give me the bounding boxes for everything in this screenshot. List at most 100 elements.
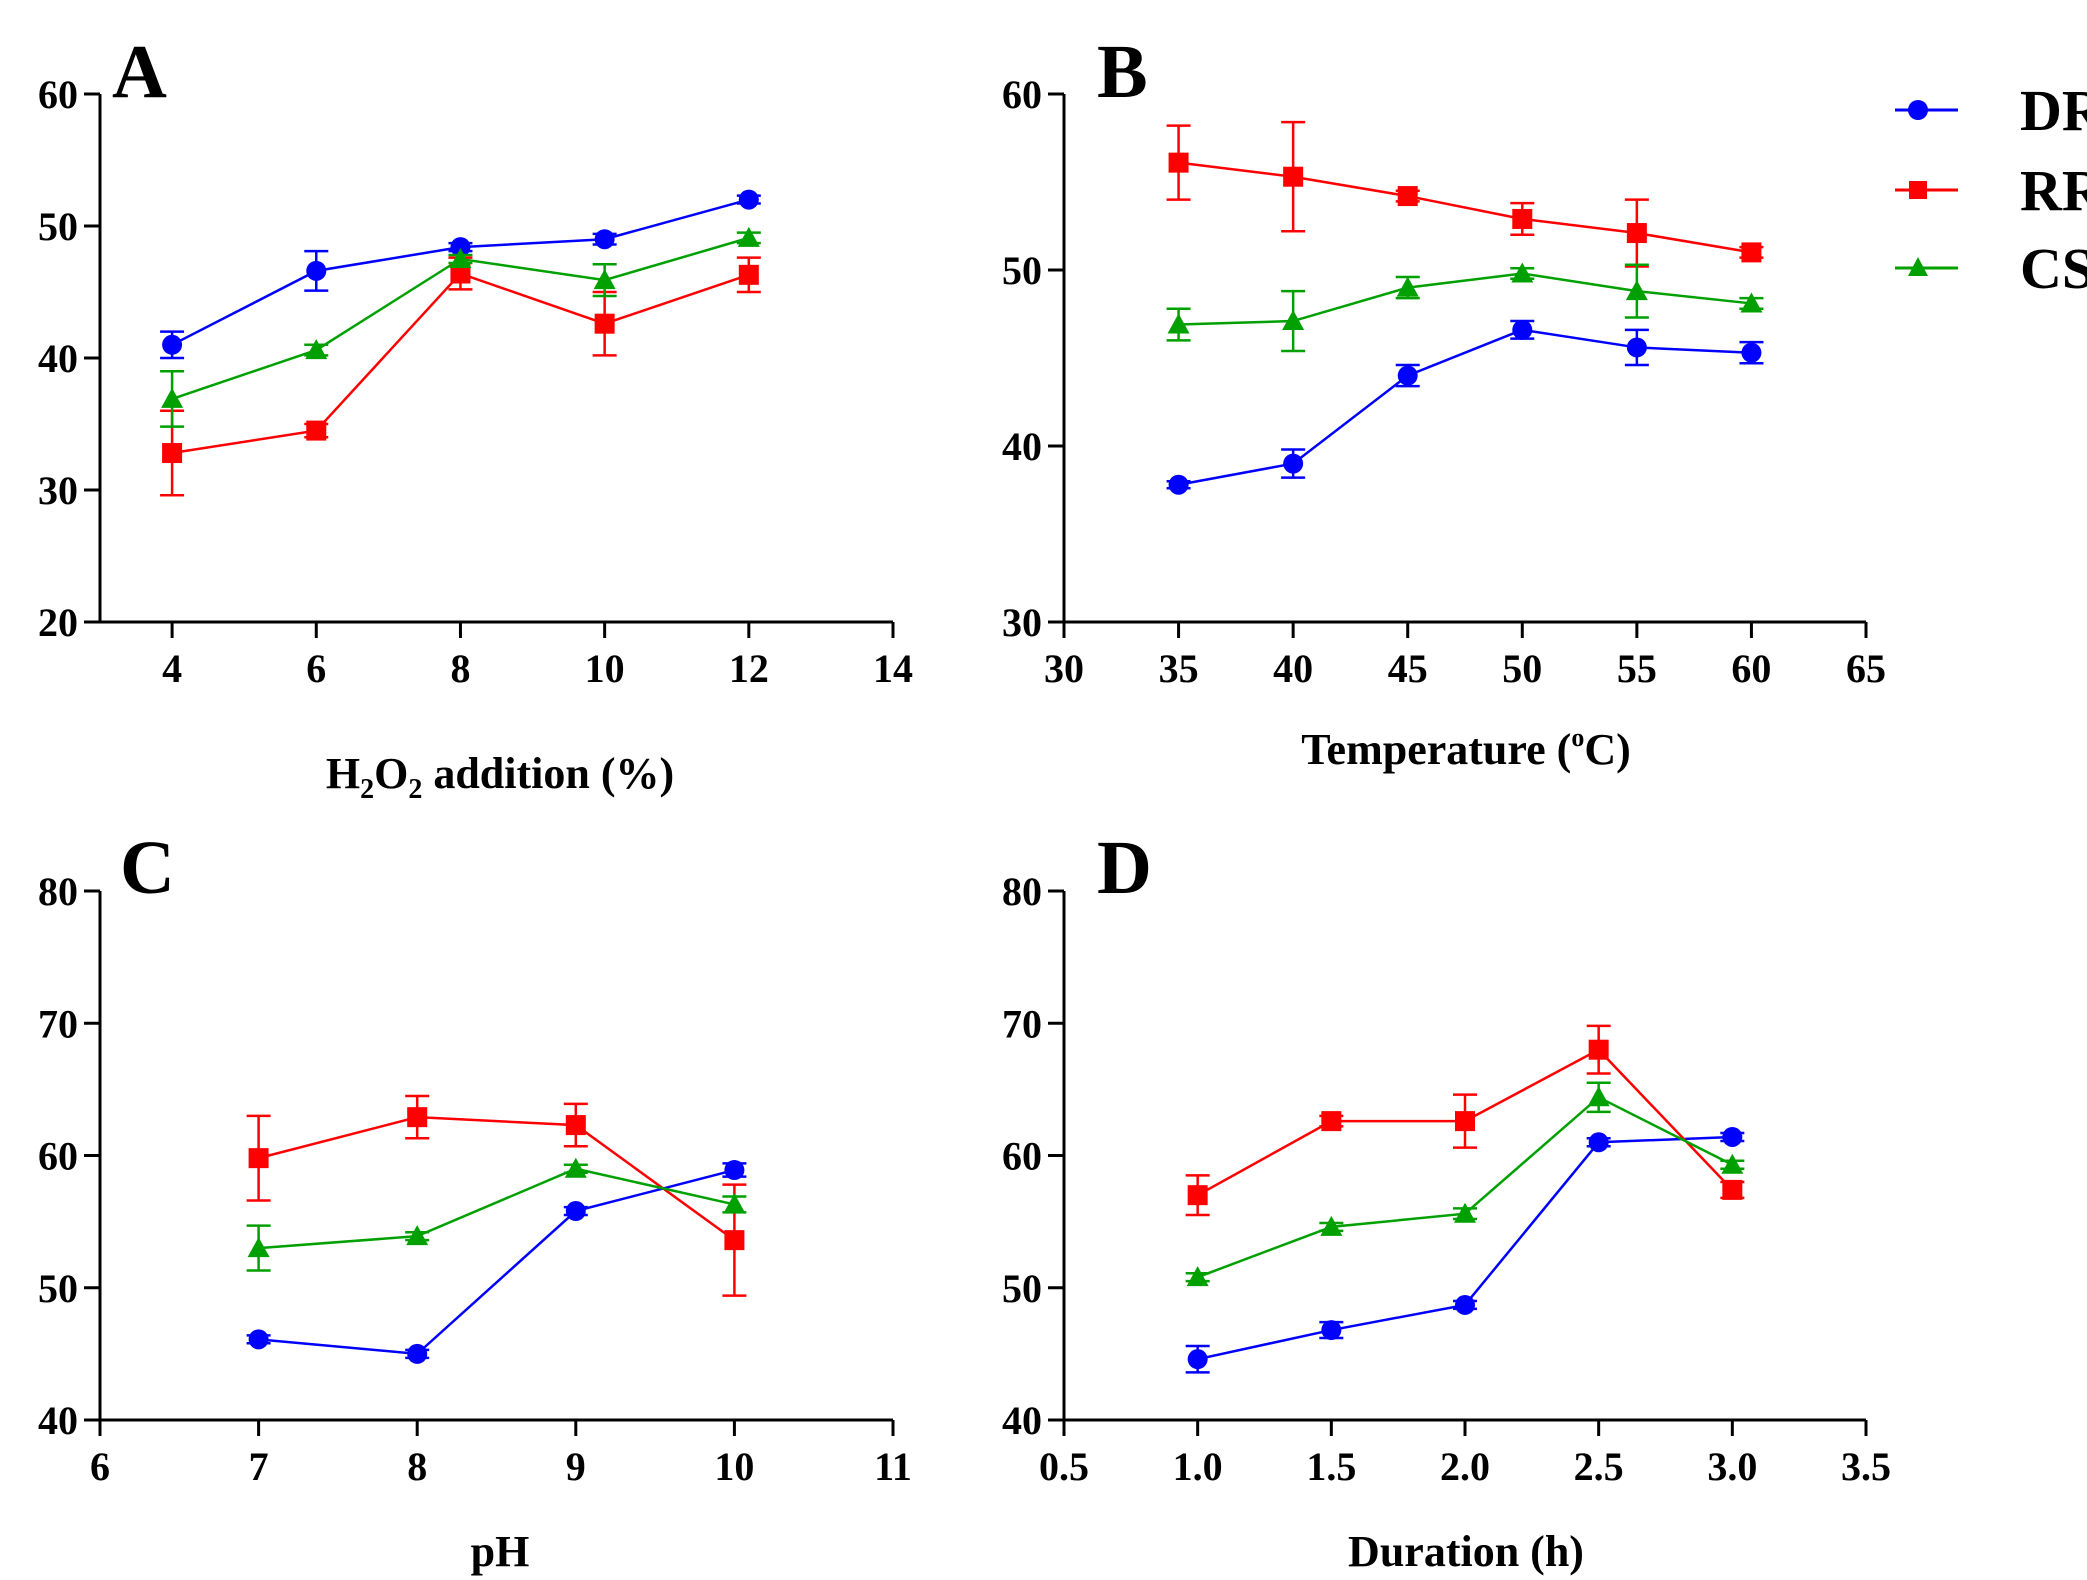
panel-a-dr-point bbox=[162, 334, 183, 355]
legend: DR RR CS bbox=[1895, 78, 2087, 301]
panel-b-cs-point bbox=[1396, 276, 1419, 297]
panel-c-rr-point bbox=[565, 1115, 586, 1136]
panel-c: C 40 50 60 70 80 6 7 8 9 10 11 pH bbox=[38, 826, 912, 1576]
panel-b-x-title-part: Temperature ( bbox=[1301, 725, 1571, 774]
panel-a-y-tick-label: 50 bbox=[38, 204, 78, 249]
panel-d-x-tick-label: 3.0 bbox=[1707, 1444, 1757, 1489]
panel-d-x-tick-label: 2.0 bbox=[1440, 1444, 1490, 1489]
panel-d-dr-point bbox=[1455, 1294, 1475, 1315]
panel-c-x-tick-label: 6 bbox=[90, 1444, 110, 1489]
panel-a-rr-point bbox=[162, 443, 183, 464]
panel-a-cs-point bbox=[737, 226, 760, 247]
panel-a-x-title-sub: 2 bbox=[360, 774, 374, 805]
panel-b-y-tick-label: 60 bbox=[1002, 72, 1042, 117]
legend-dr-marker bbox=[1908, 100, 1928, 120]
panel-b-dr-point bbox=[1397, 365, 1418, 386]
panel-a-x-title-part: H bbox=[326, 749, 360, 798]
panel-a-x-tick-label: 10 bbox=[585, 646, 625, 691]
panel-d-y-tick-label: 40 bbox=[1002, 1398, 1042, 1443]
panel-c-cs-point bbox=[406, 1225, 429, 1246]
panel-b-rr-point bbox=[1626, 223, 1647, 244]
panel-a-marks: 20 30 40 50 60 4 6 8 10 12 14 bbox=[38, 72, 913, 691]
panel-d-cs-point bbox=[1320, 1215, 1343, 1236]
panel-d-rr-point bbox=[1321, 1111, 1342, 1132]
panel-c-y-tick-label: 50 bbox=[38, 1266, 78, 1311]
panel-c-series-cs-line bbox=[258, 1167, 735, 1250]
panel-d-y-tick-label: 60 bbox=[1002, 1134, 1042, 1179]
panel-d-y-tick-label: 80 bbox=[1002, 869, 1042, 914]
panel-a-x-title-sub: 2 bbox=[408, 774, 422, 805]
panel-b-cs-point bbox=[1282, 310, 1305, 331]
panel-a-cs-point bbox=[161, 387, 184, 408]
panel-b-x-tick-label: 60 bbox=[1731, 646, 1771, 691]
panel-d-x-tick-label: 3.5 bbox=[1841, 1444, 1891, 1489]
panel-a-y-tick-label: 30 bbox=[38, 468, 78, 513]
panel-b-x-tick-label: 40 bbox=[1273, 646, 1313, 691]
panel-a-dr-point bbox=[594, 229, 615, 250]
panel-c-x-axis-title: pH bbox=[471, 1527, 530, 1576]
panel-b-dr-point bbox=[1283, 453, 1304, 474]
panel-b-series-dr-line bbox=[1178, 328, 1752, 486]
panel-a-letter: A bbox=[112, 30, 167, 114]
panel-b-dr-point bbox=[1512, 319, 1533, 340]
panel-d-x-tick-label: 2.5 bbox=[1574, 1444, 1624, 1489]
panel-c-dr-point bbox=[248, 1329, 269, 1350]
panel-b-rr-point bbox=[1283, 166, 1304, 187]
panel-c-y-tick-label: 70 bbox=[38, 1001, 78, 1046]
panel-c-x-tick-label: 7 bbox=[249, 1444, 269, 1489]
panel-c-rr-point bbox=[724, 1230, 745, 1251]
panel-a-rr-point bbox=[306, 420, 327, 441]
panel-a-x-axis-title: H2O2 addition (%) bbox=[326, 749, 674, 805]
legend-cs-label: CS bbox=[2020, 236, 2087, 301]
panel-d-rr-point bbox=[1588, 1039, 1609, 1060]
panel-b-x-axis-title: Temperature (oC) bbox=[1301, 723, 1631, 774]
panel-c-letter: C bbox=[120, 826, 175, 910]
panel-d-x-tick-label: 1.5 bbox=[1306, 1444, 1356, 1489]
panel-b-marks: 30 40 50 60 30 35 40 45 50 55 60 65 bbox=[1002, 72, 1886, 691]
panel-d-dr-point bbox=[1588, 1132, 1609, 1153]
panel-c-x-tick-label: 10 bbox=[714, 1444, 754, 1489]
panel-b-rr-point bbox=[1168, 152, 1189, 173]
panel-d-x-title-part: Duration (h) bbox=[1348, 1527, 1584, 1576]
panel-d-cs-point bbox=[1721, 1153, 1744, 1174]
panel-a-y-tick-label: 40 bbox=[38, 336, 78, 381]
panel-c-dr-point bbox=[407, 1343, 428, 1364]
panel-a-rr-point bbox=[594, 313, 615, 334]
panel-b-cs-point bbox=[1740, 292, 1763, 313]
panel-b-x-tick-label: 55 bbox=[1617, 646, 1657, 691]
legend-entry-dr: DR bbox=[1895, 78, 2087, 143]
panel-b-x-tick-label: 65 bbox=[1846, 646, 1886, 691]
panel-d-rr-point bbox=[1455, 1111, 1475, 1132]
panel-c-rr-point bbox=[407, 1107, 428, 1128]
panel-d: D 40 50 60 70 80 0.5 1.0 1.5 2.0 2.5 3.0 3.5 Durati… bbox=[1002, 826, 1891, 1576]
panel-a-x-tick-label: 12 bbox=[729, 646, 769, 691]
panel-c-cs-point bbox=[247, 1237, 270, 1258]
panel-b-x-tick-label: 50 bbox=[1502, 646, 1542, 691]
panel-c-series-rr-line bbox=[258, 1115, 736, 1242]
panel-b-series-rr-line bbox=[1178, 161, 1752, 254]
panel-d-dr-point bbox=[1187, 1349, 1208, 1370]
panel-a-dr-point bbox=[306, 260, 327, 281]
panel-a-x-tick-label: 6 bbox=[306, 646, 326, 691]
panel-b-rr-point bbox=[1512, 208, 1533, 229]
panel-c-marks: 40 50 60 70 80 6 7 8 9 10 11 bbox=[38, 869, 912, 1489]
panel-d-dr-point bbox=[1722, 1126, 1743, 1147]
panel-d-y-tick-label: 50 bbox=[1002, 1266, 1042, 1311]
legend-cs-marker bbox=[1908, 257, 1928, 276]
panel-a-x-title-part: addition (%) bbox=[422, 749, 674, 798]
panel-d-y-tick-label: 70 bbox=[1002, 1001, 1042, 1046]
panel-c-x-tick-label: 9 bbox=[566, 1444, 586, 1489]
panel-b-dr-point bbox=[1168, 474, 1189, 495]
panel-b-cs-point bbox=[1625, 280, 1648, 301]
panel-d-cs-point bbox=[1454, 1202, 1476, 1223]
panel-c-x-tick-label: 8 bbox=[407, 1444, 427, 1489]
legend-entry-cs: CS bbox=[1895, 236, 2087, 301]
panel-b-y-tick-label: 30 bbox=[1002, 600, 1042, 645]
panel-b-y-tick-label: 40 bbox=[1002, 424, 1042, 469]
panel-a-cs-point bbox=[449, 248, 472, 268]
panel-a-y-tick-label: 20 bbox=[38, 600, 78, 645]
legend-dr-label: DR bbox=[2020, 78, 2087, 143]
panel-d-marks: 40 50 60 70 80 0.5 1.0 1.5 2.0 2.5 3.0 3.5 bbox=[1002, 869, 1891, 1489]
panel-b-cs-point bbox=[1167, 313, 1190, 334]
